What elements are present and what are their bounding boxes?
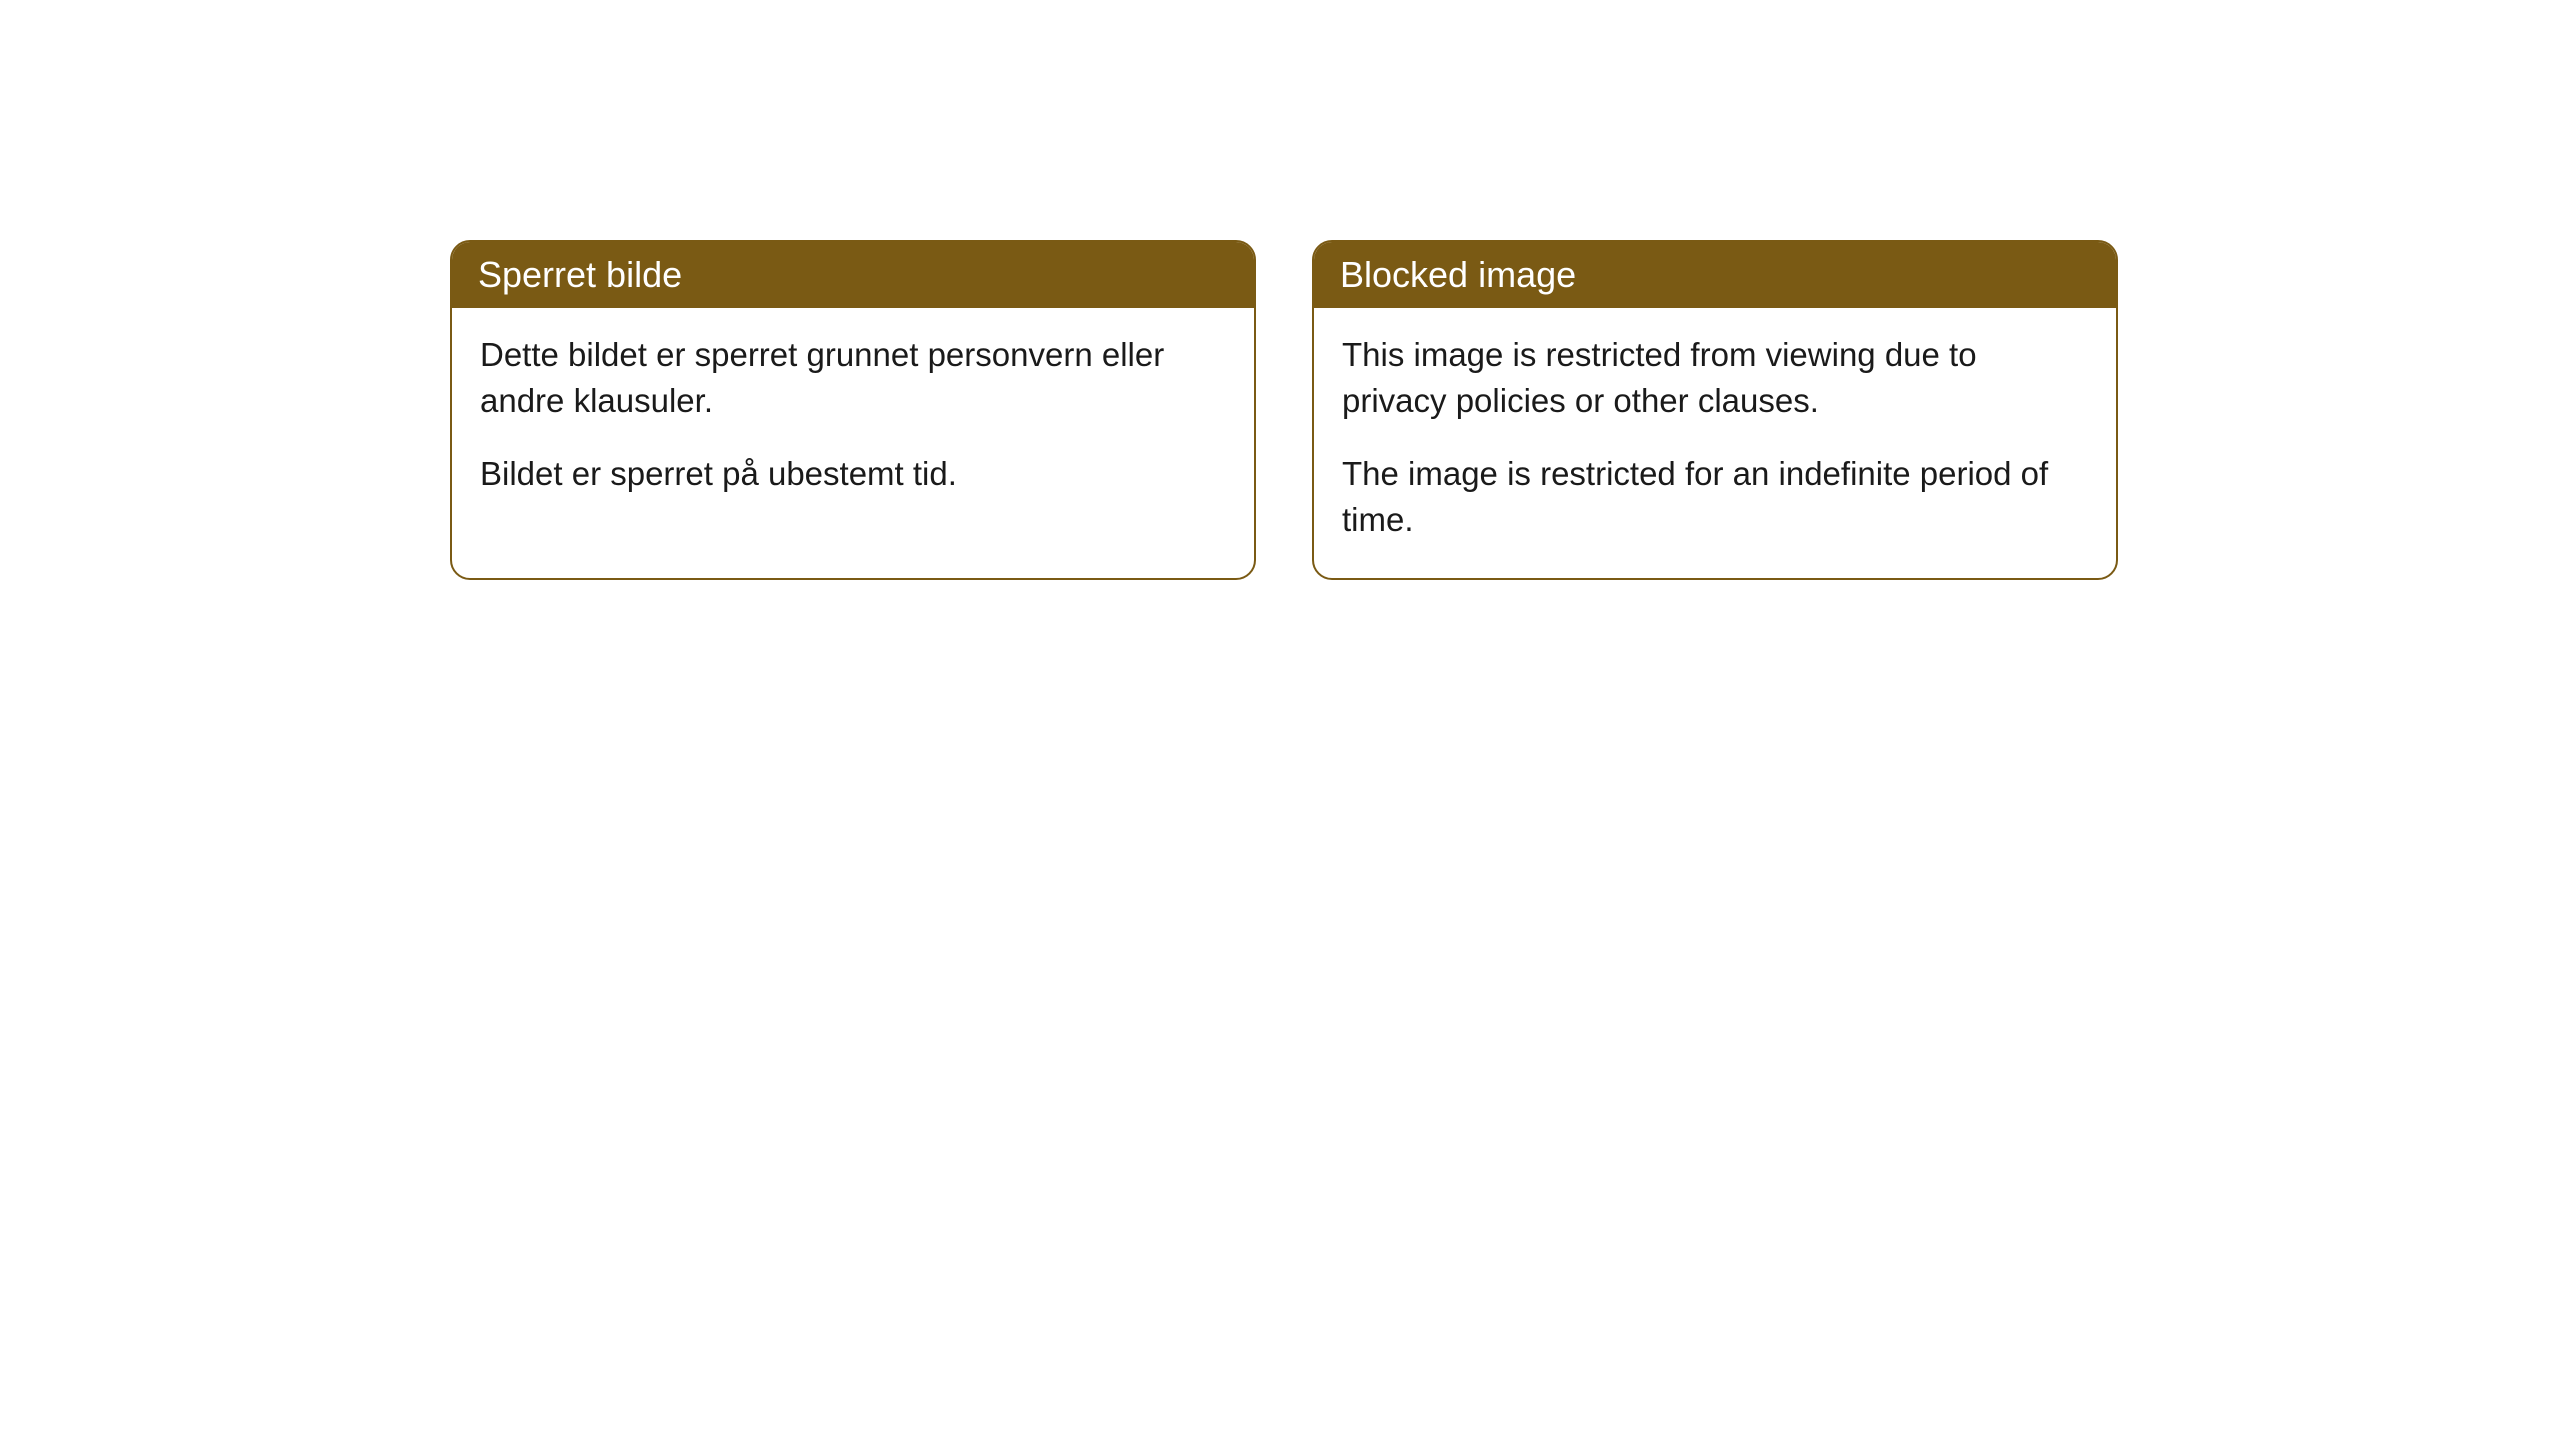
cards-container: Sperret bilde Dette bildet er sperret gr…	[450, 240, 2560, 580]
card-body-no: Dette bildet er sperret grunnet personve…	[452, 308, 1254, 533]
card-header-en: Blocked image	[1314, 242, 2116, 308]
card-para2-no: Bildet er sperret på ubestemt tid.	[480, 451, 1226, 497]
card-para1-en: This image is restricted from viewing du…	[1342, 332, 2088, 423]
card-header-no: Sperret bilde	[452, 242, 1254, 308]
card-norwegian: Sperret bilde Dette bildet er sperret gr…	[450, 240, 1256, 580]
card-title-no: Sperret bilde	[478, 254, 682, 295]
card-title-en: Blocked image	[1340, 254, 1576, 295]
card-body-en: This image is restricted from viewing du…	[1314, 308, 2116, 578]
card-para1-no: Dette bildet er sperret grunnet personve…	[480, 332, 1226, 423]
card-para2-en: The image is restricted for an indefinit…	[1342, 451, 2088, 542]
card-english: Blocked image This image is restricted f…	[1312, 240, 2118, 580]
